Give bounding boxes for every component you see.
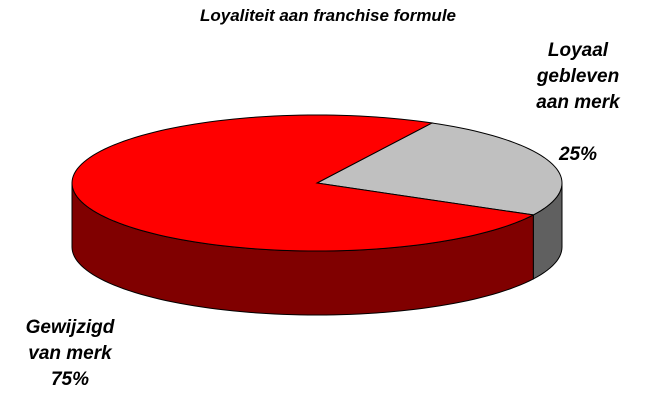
chart-title: Loyaliteit aan franchise formule — [199, 6, 456, 25]
slice-value-label: 75% — [50, 369, 90, 390]
slice-label: Loyaal gebleven aan merk — [536, 40, 620, 113]
slice-label: Gewijzigd van merk — [25, 317, 115, 364]
slice — [71, 114, 535, 252]
slice-value-label: 25% — [558, 144, 598, 165]
